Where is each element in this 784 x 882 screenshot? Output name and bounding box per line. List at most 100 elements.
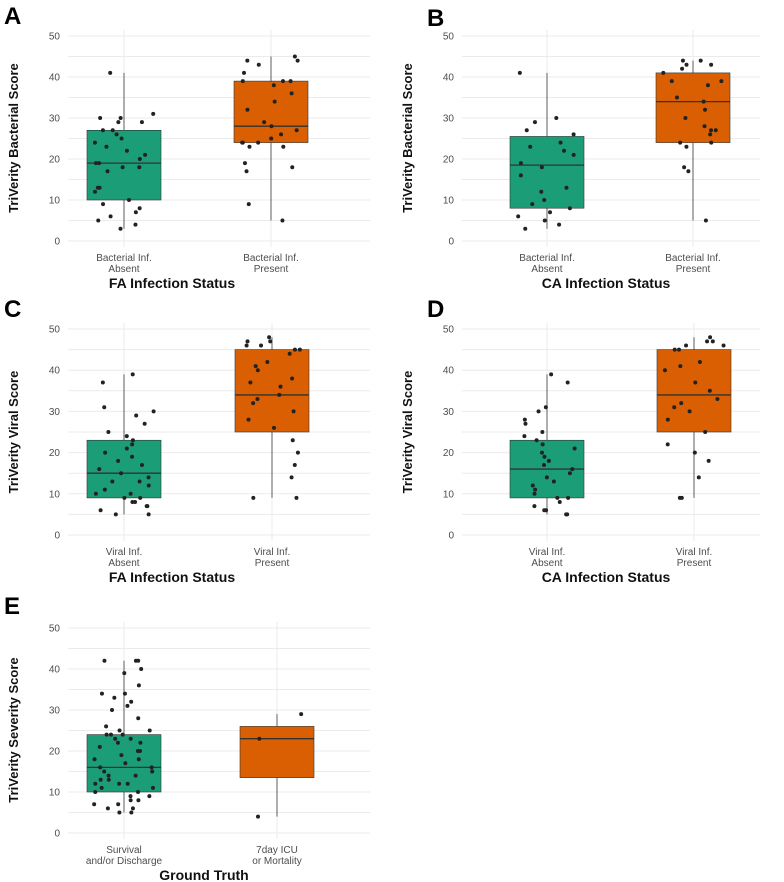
x-tick-label-line2: Present xyxy=(254,264,289,275)
x-tick-label-line2: Absent xyxy=(108,558,139,569)
y-tick-label: 20 xyxy=(49,155,61,166)
x-tick-label-line2: Present xyxy=(255,558,290,569)
data-point xyxy=(128,491,133,496)
data-point xyxy=(523,421,528,426)
data-point xyxy=(540,430,545,434)
data-point xyxy=(146,475,151,480)
data-point xyxy=(126,198,131,202)
data-point xyxy=(92,802,97,807)
data-point xyxy=(100,380,105,385)
data-point xyxy=(240,140,245,145)
data-point xyxy=(532,504,537,509)
data-point xyxy=(116,120,121,125)
data-point xyxy=(268,339,273,344)
y-axis-title: TriVerity Severity Score xyxy=(6,657,21,802)
y-tick-label: 30 xyxy=(49,114,61,125)
data-point xyxy=(661,70,666,75)
data-point xyxy=(683,116,688,120)
data-point xyxy=(245,107,250,112)
data-point xyxy=(253,364,258,369)
data-point xyxy=(102,405,107,410)
data-point xyxy=(290,438,295,443)
data-point xyxy=(709,140,714,145)
data-point xyxy=(139,120,144,125)
data-point xyxy=(133,773,138,778)
data-point xyxy=(703,218,708,223)
data-point xyxy=(522,434,527,439)
data-point xyxy=(119,753,124,758)
data-point xyxy=(146,483,151,488)
data-point xyxy=(98,508,103,513)
data-point xyxy=(125,781,130,786)
data-point xyxy=(110,479,115,484)
data-point xyxy=(103,450,108,455)
data-point xyxy=(289,475,294,480)
data-point xyxy=(562,148,567,153)
data-point xyxy=(677,495,682,500)
y-tick-label: 0 xyxy=(54,829,60,840)
y-tick-label: 10 xyxy=(443,196,455,207)
data-point xyxy=(106,430,111,434)
data-point xyxy=(116,458,121,463)
data-point xyxy=(684,62,689,67)
data-point xyxy=(147,728,152,733)
data-point xyxy=(544,475,549,480)
data-point xyxy=(557,500,562,505)
data-point xyxy=(97,744,102,749)
x-tick-label-line2: Absent xyxy=(531,264,562,275)
data-point xyxy=(696,475,701,480)
data-point xyxy=(516,214,521,219)
x-tick-label-line1: Bacterial Inf. xyxy=(665,253,721,264)
data-point xyxy=(291,409,296,414)
y-tick-label: 50 xyxy=(49,325,61,336)
data-point xyxy=(698,58,703,63)
data-point xyxy=(672,347,677,352)
data-point xyxy=(117,810,122,815)
data-point xyxy=(706,458,711,463)
data-point xyxy=(721,343,726,348)
data-point xyxy=(108,214,113,219)
data-point xyxy=(100,128,105,133)
data-point xyxy=(554,116,559,120)
y-axis-title: TriVerity Viral Score xyxy=(400,371,415,494)
data-point xyxy=(101,202,106,207)
data-point xyxy=(116,802,121,807)
data-point xyxy=(255,397,260,402)
panel-label: B xyxy=(427,5,444,32)
data-point xyxy=(104,724,109,729)
data-point xyxy=(288,79,293,84)
data-point xyxy=(277,392,282,397)
data-point xyxy=(245,339,250,344)
x-tick-label-line1: Viral Inf. xyxy=(254,547,291,558)
data-point xyxy=(256,140,261,145)
data-point xyxy=(558,140,563,145)
data-point xyxy=(136,798,141,803)
panel-label: C xyxy=(4,296,21,323)
data-point xyxy=(530,202,535,207)
data-point xyxy=(539,189,544,194)
data-point xyxy=(133,222,138,227)
data-point xyxy=(129,810,134,815)
data-point xyxy=(139,667,144,671)
data-point xyxy=(139,462,144,467)
box-2 xyxy=(239,726,315,778)
data-point xyxy=(115,740,120,745)
data-point xyxy=(124,446,129,451)
x-tick-label-line1: Viral Inf. xyxy=(676,547,713,558)
data-point xyxy=(247,144,252,149)
y-axis-title: TriVerity Bacterial Score xyxy=(400,63,415,213)
data-point xyxy=(93,491,98,496)
data-point xyxy=(93,781,98,786)
data-point xyxy=(294,128,299,133)
box-2 xyxy=(234,349,310,433)
panel-c: C 0 10 20 30 40 50 TriVerity Viral Score FA Infe… xyxy=(4,296,370,585)
data-point xyxy=(137,165,142,170)
data-point xyxy=(713,128,718,133)
data-point xyxy=(280,218,285,223)
data-point xyxy=(133,210,138,215)
y-tick-label: 0 xyxy=(448,237,454,248)
data-point xyxy=(703,430,708,434)
data-point xyxy=(665,442,670,447)
data-point xyxy=(294,495,299,500)
y-tick-label: 50 xyxy=(49,32,61,43)
